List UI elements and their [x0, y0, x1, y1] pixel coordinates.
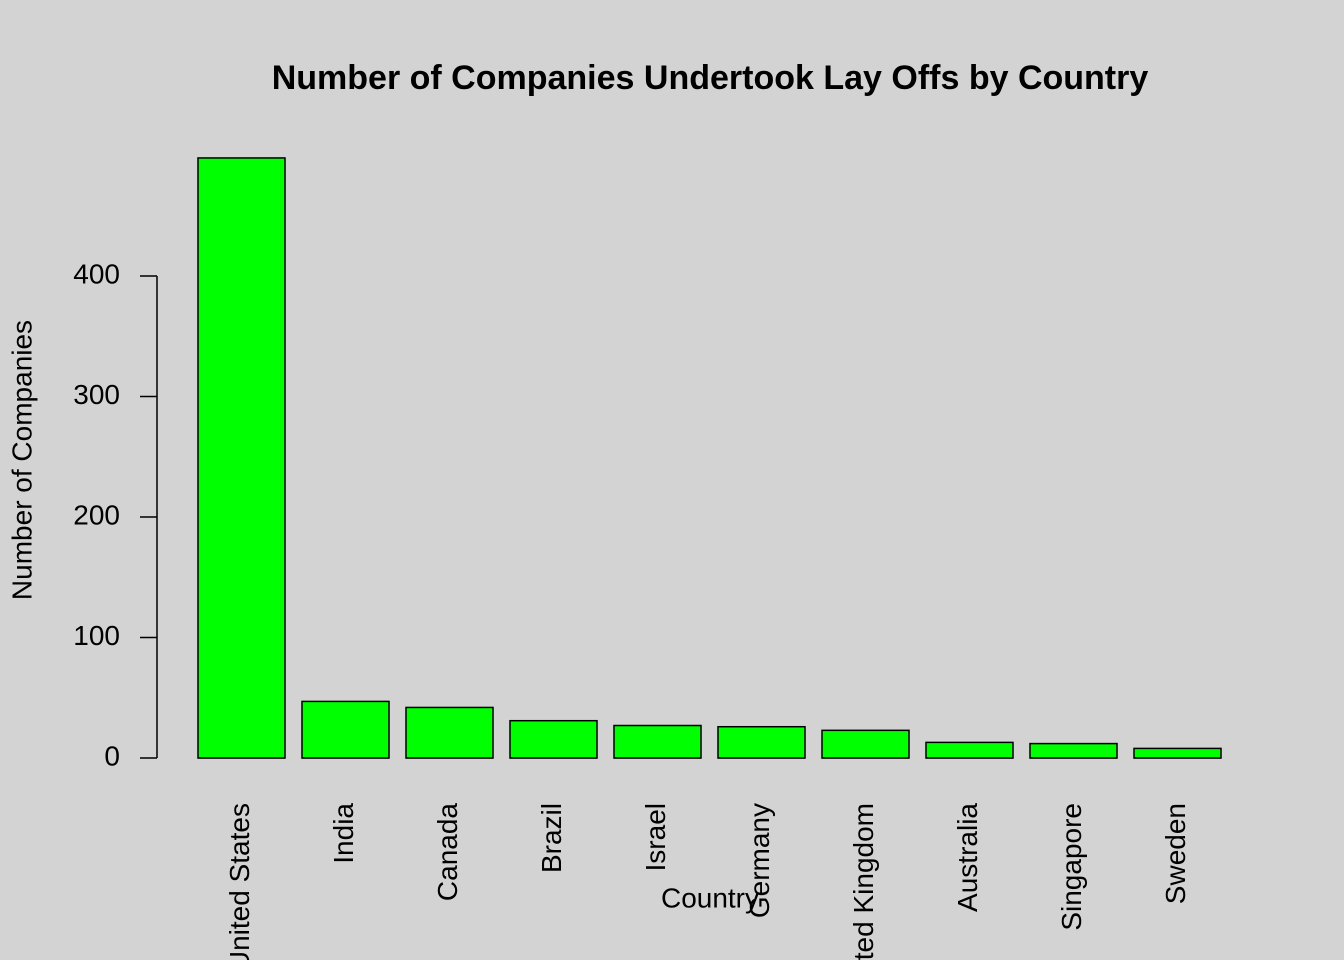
y-tick-label: 100	[73, 620, 120, 651]
bar	[197, 157, 286, 759]
y-tick-label: 400	[73, 258, 120, 289]
y-axis-label: Number of Companies	[6, 320, 37, 600]
bar	[1029, 742, 1118, 759]
bar	[405, 706, 494, 759]
x-tick-label: Canada	[432, 803, 463, 902]
bar	[1133, 747, 1222, 759]
bar	[613, 724, 702, 759]
bar	[821, 729, 910, 759]
x-tick-label: United States	[224, 803, 255, 960]
bar	[301, 700, 390, 759]
x-tick-label: United Kingdom	[848, 803, 879, 960]
bar	[509, 719, 598, 759]
y-tick-label: 0	[104, 740, 120, 771]
bar	[925, 741, 1014, 759]
chart-title: Number of Companies Undertook Lay Offs b…	[272, 59, 1149, 97]
bar	[717, 725, 806, 759]
x-tick-label: India	[328, 803, 359, 864]
y-tick-label: 200	[73, 499, 120, 530]
x-tick-label: Australia	[952, 803, 983, 912]
x-tick-label: Singapore	[1056, 803, 1087, 931]
y-tick-label: 300	[73, 379, 120, 410]
x-tick-label: Israel	[640, 803, 671, 871]
x-tick-label: Germany	[744, 803, 775, 918]
x-tick-label: Brazil	[536, 803, 567, 873]
x-tick-label: Sweden	[1160, 803, 1191, 904]
x-axis-label: Country	[661, 882, 759, 913]
